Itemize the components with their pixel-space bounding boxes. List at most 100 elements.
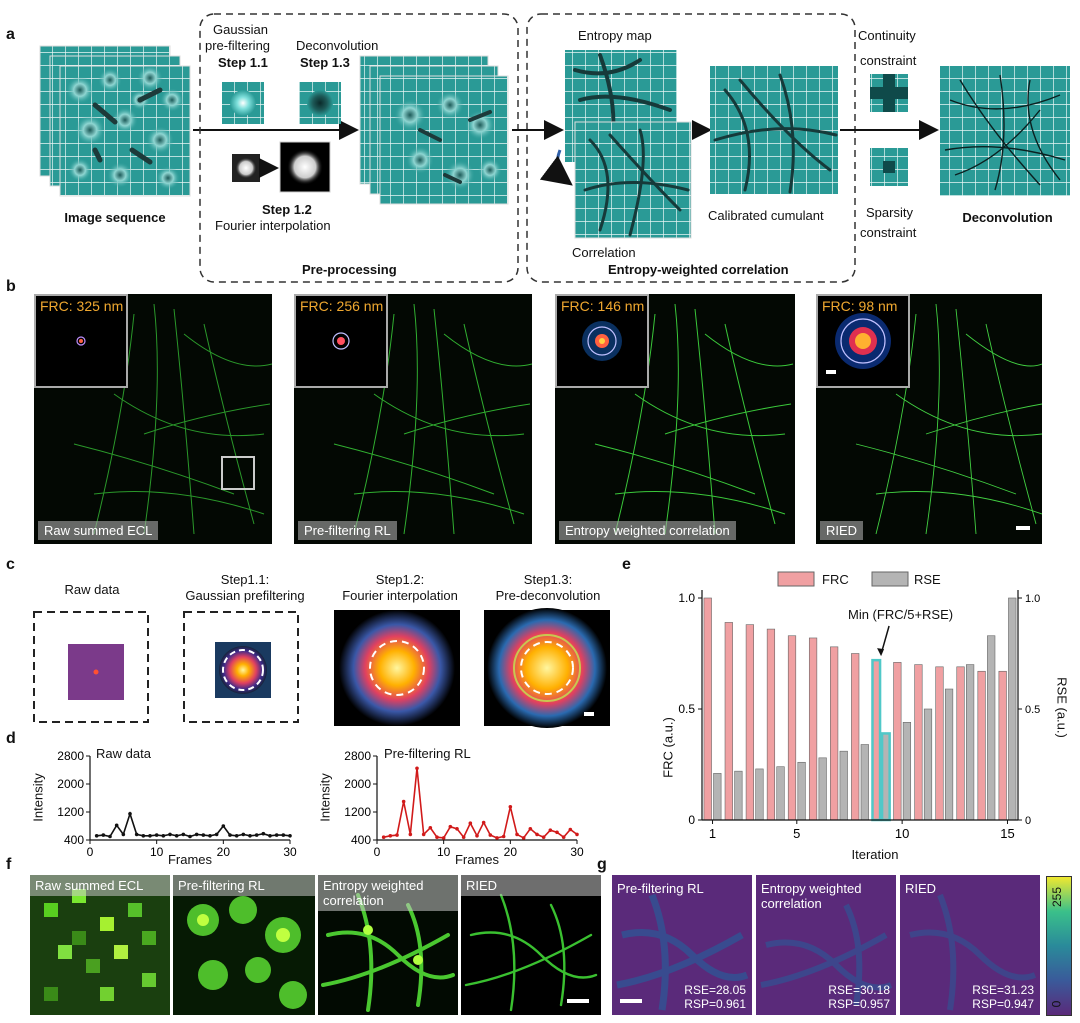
calibrated-cumulant-label: Calibrated cumulant [708, 208, 824, 223]
chart-d-prefiltering-xlabel: Frames [454, 852, 500, 867]
data-point [228, 833, 232, 837]
frc-value: FRC: 146 nm [561, 298, 645, 314]
data-point [108, 834, 112, 839]
data-point [288, 834, 292, 838]
rse-value: RSE=30.18 [828, 983, 890, 997]
data-point [508, 804, 513, 809]
data-point [575, 832, 579, 837]
frc-value: FRC: 256 nm [300, 298, 384, 314]
panel-label-c: c [6, 556, 15, 573]
rse-bar [923, 708, 933, 821]
frc-bar [787, 635, 797, 821]
data-point [488, 833, 493, 837]
x-tick-label: 20 [504, 845, 518, 859]
patch-raw-summed-ecl: Raw summed ECL [30, 875, 170, 1015]
x-tick-label: 1 [709, 826, 716, 841]
panel-label-e: e [622, 556, 631, 573]
rse-bar [776, 766, 785, 821]
patch-label: Raw summed ECL [30, 875, 170, 896]
patch-ried: RIED [461, 875, 601, 1015]
data-point [428, 825, 433, 830]
entropy-weighted-correlation-label: Entropy-weighted correlation [608, 262, 789, 277]
data-point [181, 832, 186, 837]
rse-value: RSE=28.05 [684, 983, 746, 997]
heatmap-label: RIED [905, 881, 937, 896]
y-tick-label: 2800 [57, 749, 84, 763]
data-point [128, 811, 132, 816]
deconvolution-result-image [940, 66, 1070, 196]
micrograph-label: Entropy weighted correlation [559, 521, 736, 540]
y-tick-label: 1200 [57, 805, 84, 819]
rse-bar [797, 761, 806, 821]
frc-bar [956, 666, 965, 821]
data-point [214, 832, 219, 837]
data-point [455, 827, 459, 831]
chart-d-prefiltering-marks [381, 766, 579, 840]
frc-bar [871, 658, 882, 822]
y-tick-label: 2800 [344, 749, 371, 763]
data-point [528, 827, 533, 831]
patch-label: Pre-filtering RL [173, 875, 315, 896]
colorbar: 255 0 [1046, 876, 1072, 1016]
legend-frc-swatch [777, 571, 815, 587]
y-tick-label: 2000 [57, 777, 84, 791]
chart-e-ylabel: FRC (a.u.) [660, 717, 676, 778]
colorbar-min: 0 [1049, 1000, 1064, 1008]
y-tick-label: 400 [351, 833, 371, 847]
x-tick-label: 10 [895, 826, 909, 841]
x-tick-label: 10 [437, 845, 451, 859]
step-1-3-label: Step 1.3 [300, 55, 350, 70]
x-tick-label: 0 [374, 845, 381, 859]
chart-d-raw-ylabel: Intensity [30, 773, 46, 822]
data-point [395, 833, 399, 837]
data-point [421, 832, 426, 837]
data-point [555, 830, 559, 835]
rse-bar [818, 757, 827, 821]
heatmap-label: Entropy weighted correlation [761, 881, 862, 911]
frc-bar [977, 670, 986, 821]
data-point [94, 834, 99, 838]
y-tick-label: 0 [688, 813, 695, 827]
heatmap-label: Pre-filtering RL [617, 881, 704, 896]
data-point [435, 835, 439, 839]
data-point [388, 834, 393, 838]
data-point [168, 832, 172, 837]
data-point [501, 834, 506, 839]
series-line [383, 768, 578, 839]
data-point [468, 821, 473, 825]
data-point [148, 834, 152, 838]
data-point [188, 834, 192, 839]
image-sequence-stack [39, 45, 191, 197]
rse-bar [1008, 597, 1017, 821]
continuity-label-2: constraint [860, 53, 917, 68]
rse-bar [755, 768, 764, 821]
x-tick-label: 15 [1000, 826, 1014, 841]
chart-d-raw-xlabel: Frames [167, 852, 213, 867]
panel-label-d: d [6, 730, 16, 747]
data-point [408, 832, 413, 837]
y2-tick-label: 0 [1025, 815, 1031, 827]
y-tick-label: 2000 [344, 777, 371, 791]
panel-label-f: f [6, 856, 12, 873]
rsp-value: RSP=0.947 [972, 997, 1034, 1011]
micrograph-ried: FRC: 98 nm RIED [816, 294, 1042, 544]
x-tick-label: 20 [217, 845, 231, 859]
data-point [568, 827, 573, 832]
micrograph-entropy-weighted-correlation: FRC: 146 nm Entropy weighted correlation [555, 294, 795, 544]
rse-bar [880, 732, 891, 822]
rse-bar [860, 744, 869, 821]
data-point [134, 832, 139, 837]
fourier-interpolation-label: Fourier interpolation [215, 218, 331, 233]
x-tick-label: 30 [570, 845, 584, 859]
entropy-map-label: Entropy map [578, 28, 652, 43]
frc-bar [745, 624, 754, 821]
step-1-1-label: Step 1.1 [218, 55, 268, 70]
gaussian-label-1: Gaussian [213, 22, 268, 37]
data-point [561, 835, 566, 839]
panel-c-title-3a: Step1.2: [375, 572, 425, 587]
sparsity-label-1: Sparsity [866, 205, 913, 220]
chart-d-prefiltering-ylabel: Intensity [317, 773, 333, 822]
data-point [161, 834, 166, 838]
frc-bar [766, 628, 776, 821]
